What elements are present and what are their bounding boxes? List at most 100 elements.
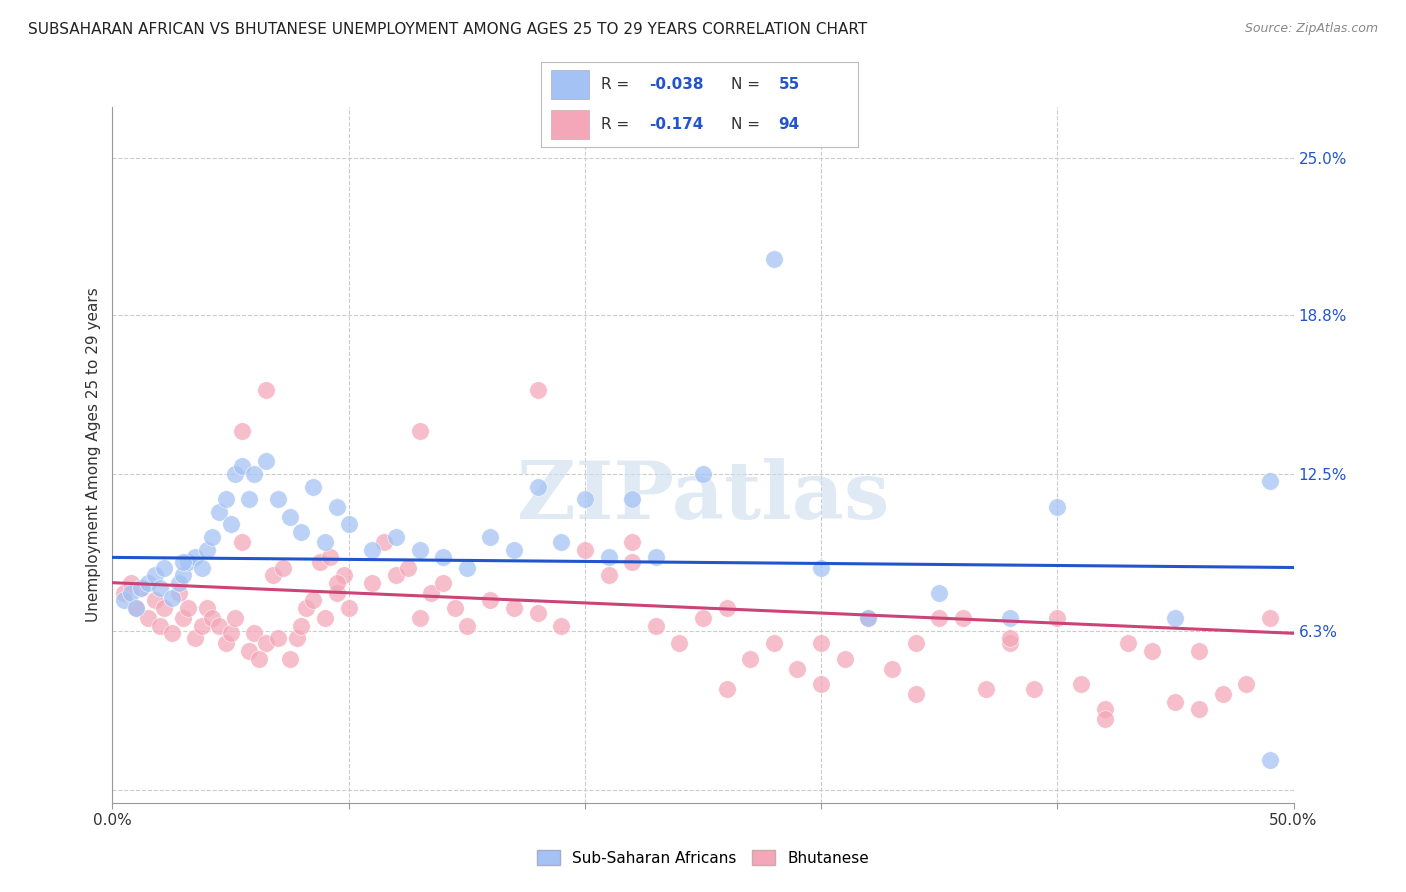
Point <box>621 535 644 549</box>
Point <box>1094 712 1116 726</box>
Point <box>1022 681 1045 696</box>
Point <box>149 581 172 595</box>
Point <box>810 560 832 574</box>
Point <box>1164 611 1187 625</box>
Point <box>1140 644 1163 658</box>
Point <box>153 560 176 574</box>
Text: -0.174: -0.174 <box>650 117 703 132</box>
Point <box>129 581 152 595</box>
Point <box>574 492 596 507</box>
Point <box>526 606 548 620</box>
Point <box>224 467 246 481</box>
Point <box>716 681 738 696</box>
Bar <box>551 110 589 139</box>
Text: 55: 55 <box>779 77 800 92</box>
Point <box>692 467 714 481</box>
Point <box>337 601 360 615</box>
Point <box>254 454 277 468</box>
Point <box>254 384 277 398</box>
Point <box>302 479 325 493</box>
Point <box>201 530 224 544</box>
Point <box>479 530 502 544</box>
Point <box>238 644 260 658</box>
Point <box>408 424 430 438</box>
Point <box>396 560 419 574</box>
Point <box>112 586 135 600</box>
Point <box>243 626 266 640</box>
Point <box>143 593 166 607</box>
Point <box>231 459 253 474</box>
Point <box>314 611 336 625</box>
Point <box>326 586 349 600</box>
Text: 94: 94 <box>779 117 800 132</box>
Point <box>326 575 349 590</box>
Point <box>136 611 159 625</box>
Point <box>278 651 301 665</box>
Point <box>231 535 253 549</box>
Point <box>172 611 194 625</box>
Point <box>314 535 336 549</box>
Point <box>408 611 430 625</box>
Point <box>1188 702 1211 716</box>
Point <box>1258 475 1281 489</box>
Point <box>224 611 246 625</box>
Text: ZIPatlas: ZIPatlas <box>517 458 889 536</box>
Point <box>952 611 974 625</box>
Point <box>373 535 395 549</box>
Text: R =: R = <box>602 117 640 132</box>
Point <box>184 632 207 646</box>
Point <box>191 618 214 632</box>
Text: -0.038: -0.038 <box>650 77 703 92</box>
Point <box>834 651 856 665</box>
Point <box>231 424 253 438</box>
Point <box>998 636 1021 650</box>
Point <box>385 530 408 544</box>
Point <box>215 492 238 507</box>
Point <box>177 601 200 615</box>
Point <box>692 611 714 625</box>
Point <box>172 556 194 570</box>
Point <box>125 601 148 615</box>
Text: N =: N = <box>731 117 765 132</box>
Point <box>880 662 903 676</box>
Point <box>120 575 142 590</box>
Point <box>333 568 356 582</box>
Point <box>598 550 620 565</box>
Point <box>904 636 927 650</box>
Point <box>184 550 207 565</box>
Point <box>503 601 526 615</box>
Point <box>526 479 548 493</box>
Point <box>904 687 927 701</box>
Text: N =: N = <box>731 77 765 92</box>
Point <box>928 611 950 625</box>
Point <box>456 560 478 574</box>
Point <box>976 681 998 696</box>
Point <box>319 550 342 565</box>
Point <box>295 601 318 615</box>
Point <box>526 384 548 398</box>
Point <box>160 626 183 640</box>
Point <box>998 632 1021 646</box>
Point <box>1046 500 1069 514</box>
Text: R =: R = <box>602 77 634 92</box>
Point <box>143 568 166 582</box>
Point <box>550 535 572 549</box>
Point <box>420 586 443 600</box>
Bar <box>551 70 589 99</box>
Point <box>195 542 218 557</box>
Point <box>408 542 430 557</box>
Point <box>740 651 762 665</box>
Point <box>215 636 238 650</box>
Y-axis label: Unemployment Among Ages 25 to 29 years: Unemployment Among Ages 25 to 29 years <box>86 287 101 623</box>
Point <box>1116 636 1139 650</box>
Point <box>160 591 183 605</box>
Point <box>810 677 832 691</box>
Point <box>644 618 666 632</box>
Point <box>858 611 880 625</box>
Point <box>285 632 308 646</box>
Point <box>208 505 231 519</box>
Point <box>243 467 266 481</box>
Point <box>177 556 200 570</box>
Text: SUBSAHARAN AFRICAN VS BHUTANESE UNEMPLOYMENT AMONG AGES 25 TO 29 YEARS CORRELATI: SUBSAHARAN AFRICAN VS BHUTANESE UNEMPLOY… <box>28 22 868 37</box>
Point <box>928 586 950 600</box>
